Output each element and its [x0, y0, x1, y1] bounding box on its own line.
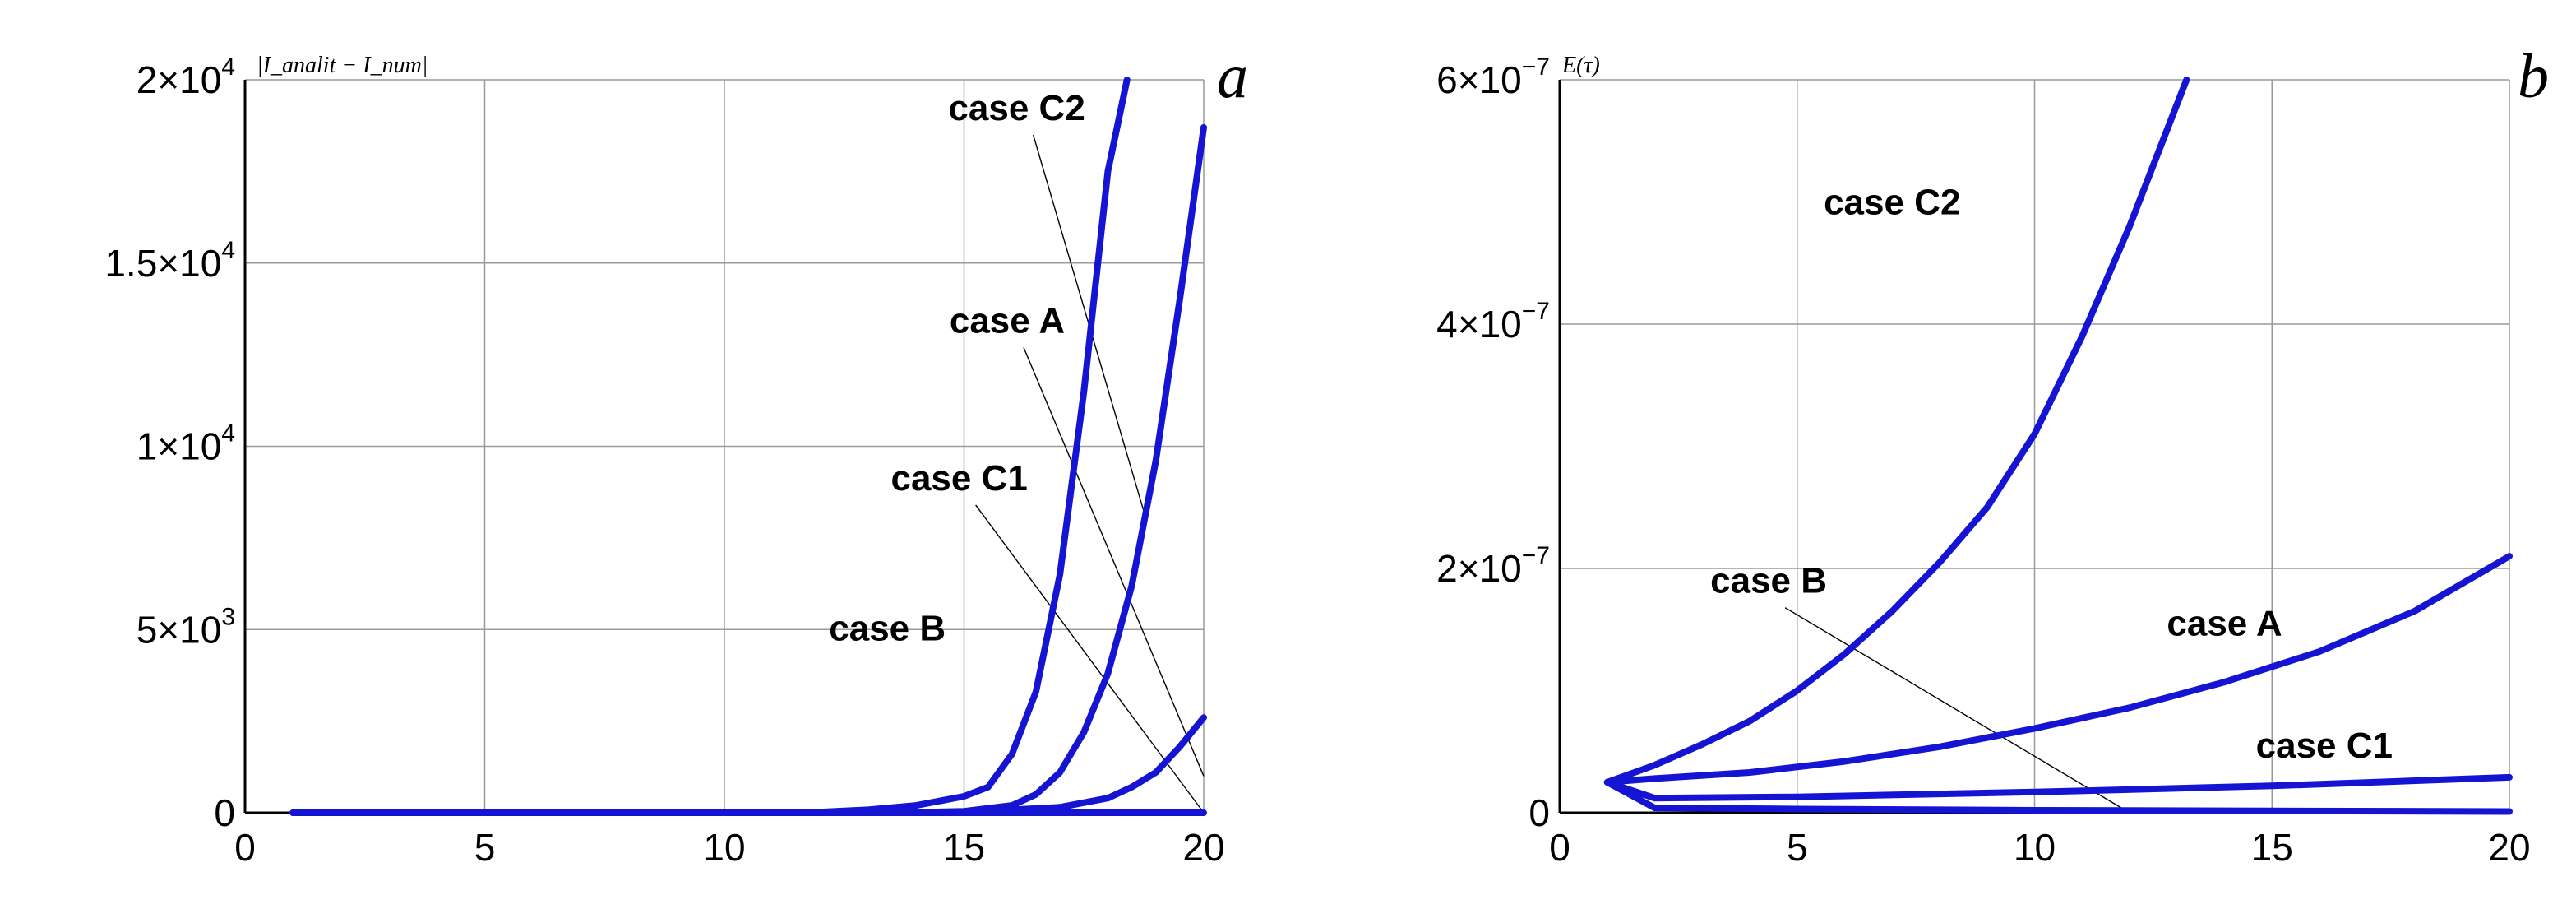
- panel-a-y-tick-label: 1.5×104: [104, 237, 235, 285]
- panel-b-y-tick-label: 6×10−7: [1436, 53, 1550, 101]
- panel-b-x-tick-label: 5: [1787, 826, 1808, 869]
- panel-a-annotation-case-c1: case C1: [890, 458, 1027, 499]
- panel-a-x-tick-label: 10: [703, 826, 745, 869]
- panel-a-x-tick-label: 20: [1182, 826, 1224, 869]
- panel-a-y-tick-label: 0: [214, 791, 235, 834]
- panel-a-chart: 0 5×103 1×104 1.5×104 2×104 0 5 10 15 20 case C2…: [104, 42, 1248, 869]
- panel-a-leader-line: [975, 504, 1205, 814]
- panel-a-label: a: [1217, 42, 1248, 111]
- panel-b-x-tick-label: 15: [2251, 826, 2293, 869]
- panel-b-label: b: [2518, 42, 2549, 111]
- panel-b-annotation-case-a: case A: [2167, 604, 2282, 644]
- panel-a-annotation-case-b: case B: [829, 609, 946, 649]
- panel-b-annotation-case-c2: case C2: [1824, 182, 1960, 222]
- panel-b-series-case-c1: [1603, 773, 2513, 802]
- panel-a-y-axis-title: |I_analit − I_num|: [257, 53, 428, 78]
- panel-b-x-tick-label: 0: [1549, 826, 1570, 869]
- panel-a-annotation-case-a: case A: [950, 300, 1065, 341]
- panel-b-leader-line: [1784, 607, 2130, 814]
- panel-b-chart: 0 2×10−7 4×10−7 6×10−7 0 5 10 15 20 case C2 case…: [1436, 42, 2549, 869]
- panel-b-annotation-case-b: case B: [1710, 561, 1827, 601]
- panel-a-annotation-case-c2: case C2: [948, 88, 1085, 128]
- panel-a-leader-line: [1023, 347, 1205, 777]
- panel-a-x-tick-label: 15: [943, 826, 985, 869]
- panel-b-series-case-b: [1603, 778, 2513, 815]
- panel-b-annotation-case-c1: case C1: [2256, 726, 2393, 766]
- panel-b-y-tick-label: 4×10−7: [1436, 298, 1550, 346]
- panel-a-x-tick-label: 5: [474, 826, 496, 869]
- panel-b-y-tick-label: 0: [1528, 791, 1550, 834]
- panel-a-y-tick-label: 5×103: [136, 603, 235, 651]
- panel-b-x-tick-label: 10: [2014, 826, 2056, 869]
- panel-a-series-case-a: [289, 123, 1207, 816]
- panel-a-y-tick-label: 1×104: [136, 420, 235, 468]
- panel-b-x-tick-label: 20: [2488, 826, 2530, 869]
- panel-b-series-case-a: [1603, 553, 2513, 786]
- panel-a-x-tick-label: 0: [234, 826, 256, 869]
- panel-b-series-case-c2: [1603, 77, 2190, 786]
- panel-a-y-tick-label: 2×104: [136, 53, 235, 101]
- panel-b-y-axis-title: E(τ): [1561, 53, 1600, 78]
- panel-b-y-tick-label: 2×10−7: [1436, 542, 1550, 590]
